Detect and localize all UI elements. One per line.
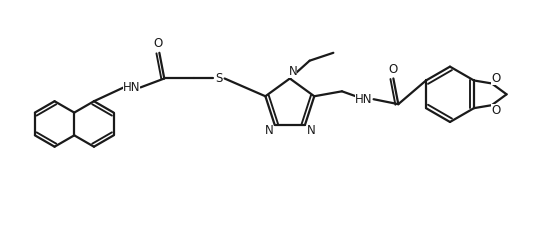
- Text: N: N: [289, 65, 297, 78]
- Text: O: O: [389, 63, 398, 76]
- Text: O: O: [491, 104, 500, 117]
- Text: O: O: [491, 72, 500, 85]
- Text: HN: HN: [123, 81, 140, 94]
- Text: N: N: [306, 124, 315, 137]
- Text: S: S: [215, 72, 222, 85]
- Text: O: O: [154, 38, 163, 50]
- Text: N: N: [264, 124, 273, 137]
- Text: HN: HN: [355, 93, 373, 106]
